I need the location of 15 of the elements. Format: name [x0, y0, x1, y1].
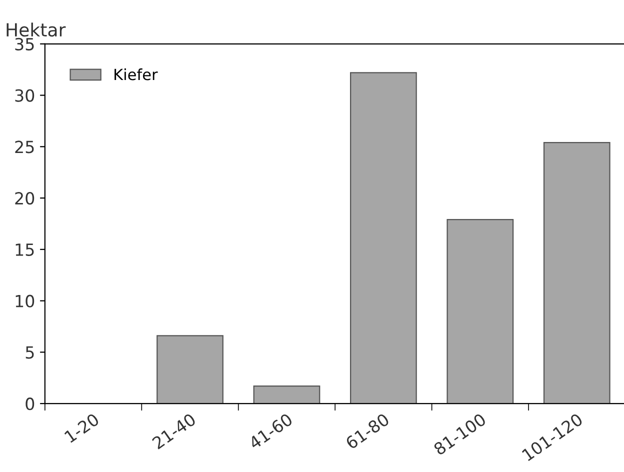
- y-tick-label: 25: [15, 140, 34, 154]
- legend-label: Kiefer: [114, 68, 158, 80]
- bar: [446, 219, 514, 404]
- y-tick-label: 15: [16, 244, 34, 256]
- bar: [156, 335, 224, 404]
- bar: [350, 72, 417, 404]
- y-tick-label: 5: [26, 346, 34, 359]
- y-tick-label: 30: [15, 89, 34, 102]
- bar: [253, 386, 320, 404]
- y-tick-label: 10: [16, 294, 34, 308]
- y-tick-label: 35: [15, 38, 34, 50]
- y-tick-label: 0: [26, 398, 34, 410]
- bar: [543, 142, 610, 404]
- y-tick-label: 20: [15, 192, 34, 205]
- y-axis-title: Hektar: [6, 22, 66, 37]
